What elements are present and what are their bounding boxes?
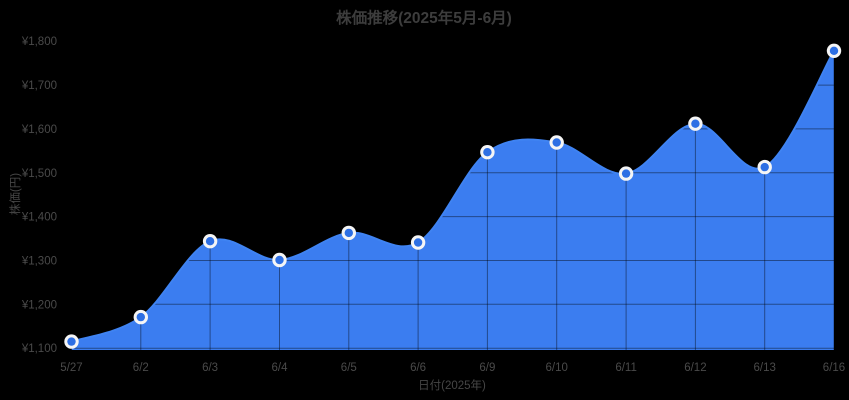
- y-tick-label-1200: ¥1,200: [21, 299, 57, 311]
- data-points: [64, 43, 842, 349]
- data-point-6/9[interactable]: [480, 145, 495, 160]
- y-tick-label-1400: ¥1,400: [21, 212, 57, 224]
- point-core: [205, 237, 215, 246]
- point-core: [760, 162, 769, 172]
- y-tick-label-1600: ¥1,600: [21, 124, 57, 136]
- data-point-6/3[interactable]: [202, 234, 218, 249]
- x-tick-label-6/6: 6/6: [410, 362, 426, 374]
- point-core: [691, 119, 700, 128]
- data-point-6/11[interactable]: [618, 166, 634, 181]
- y-tick-label-1300: ¥1,300: [21, 256, 57, 268]
- y-axis-tick-labels: ¥1,100 ¥1,200 ¥1,300 ¥1,400 ¥1,500 ¥1,600 ¥1,7…: [21, 36, 57, 355]
- y-tick-label-1700: ¥1,700: [21, 80, 57, 92]
- data-point-5/27[interactable]: [64, 334, 79, 349]
- y-axis-title: 株価(円): [8, 173, 22, 215]
- gridlines: [64, 40, 845, 350]
- point-core: [275, 255, 284, 265]
- point-core: [621, 169, 631, 178]
- point-core: [483, 148, 492, 157]
- data-point-6/5[interactable]: [341, 225, 356, 241]
- data-point-6/13[interactable]: [757, 159, 772, 175]
- point-core: [413, 238, 423, 247]
- y-tick-label-1100: ¥1,100: [21, 343, 57, 355]
- x-tick-label-6/4: 6/4: [272, 362, 289, 374]
- chart-title: 株価推移(2025年5月-6月): [336, 8, 512, 27]
- point-core: [344, 228, 353, 238]
- data-point-6/10[interactable]: [549, 135, 564, 150]
- y-tick-label-1500: ¥1,500: [21, 168, 57, 180]
- x-tick-label-5/27: 5/27: [60, 362, 82, 374]
- data-point-6/6[interactable]: [410, 235, 426, 250]
- point-core: [829, 46, 839, 55]
- point-core: [136, 312, 145, 322]
- point-core: [552, 138, 561, 147]
- data-point-6/16[interactable]: [826, 43, 842, 58]
- x-axis-tick-labels: 5/27 6/2 6/3 6/4 6/5 6/6 6/9 6/10 6/11 6/12 6/13 6/…: [60, 362, 845, 374]
- x-tick-label-6/16: 6/16: [823, 362, 845, 374]
- x-tick-label-6/13: 6/13: [754, 362, 776, 374]
- x-tick-label-6/11: 6/11: [615, 362, 637, 374]
- data-point-6/4[interactable]: [272, 252, 287, 268]
- x-tick-label-6/9: 6/9: [479, 362, 495, 374]
- x-tick-label-6/10: 6/10: [546, 362, 568, 374]
- y-tick-label-1800: ¥1,800: [21, 36, 57, 48]
- x-tick-label-6/12: 6/12: [684, 362, 706, 374]
- x-tick-label-6/2: 6/2: [133, 362, 149, 374]
- x-tick-label-6/3: 6/3: [202, 362, 218, 374]
- data-point-6/12[interactable]: [688, 116, 703, 131]
- point-core: [67, 337, 76, 346]
- x-tick-label-6/5: 6/5: [341, 362, 357, 374]
- data-point-6/2[interactable]: [133, 309, 148, 325]
- x-axis-title: 日付(2025年): [418, 378, 486, 392]
